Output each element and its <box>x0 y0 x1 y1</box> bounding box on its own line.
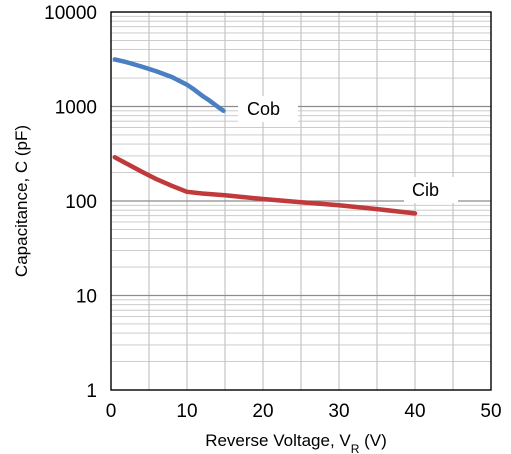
series-line-cob <box>112 57 226 114</box>
x-tick-label: 10 <box>176 401 197 422</box>
series-label-cob: Cob <box>247 99 280 119</box>
series-line-cib <box>112 155 418 216</box>
y-axis-label: Capacitance, C (pF) <box>12 125 31 277</box>
x-tick-label: 30 <box>328 401 349 422</box>
x-tick-label: 0 <box>106 401 117 422</box>
series-lines <box>112 57 418 216</box>
y-tick-label: 1000 <box>55 98 97 119</box>
cib-label-background <box>404 177 458 203</box>
y-tick-label: 1 <box>86 381 97 402</box>
x-tick-label: 20 <box>252 401 273 422</box>
y-tick-label: 10000 <box>44 3 97 24</box>
y-tick-label: 100 <box>65 192 97 213</box>
x-axis-label-main: Reverse Voltage, V <box>205 431 351 450</box>
series-label-cib: Cib <box>412 180 439 200</box>
x-tick-label: 40 <box>404 401 425 422</box>
x-tick-label: 50 <box>480 401 501 422</box>
grid-lines <box>111 12 491 390</box>
x-axis-label-unit: (V) <box>359 431 386 450</box>
cob-label-background <box>238 96 298 122</box>
tick-labels: 0 10 20 30 40 50 1 10 100 1000 10000 <box>44 3 501 422</box>
y-tick-label: 10 <box>76 287 97 308</box>
x-axis-label: Reverse Voltage, VR (V) <box>205 431 387 454</box>
x-axis-label-subscript: R <box>351 442 360 454</box>
plot-frame <box>110 11 492 391</box>
